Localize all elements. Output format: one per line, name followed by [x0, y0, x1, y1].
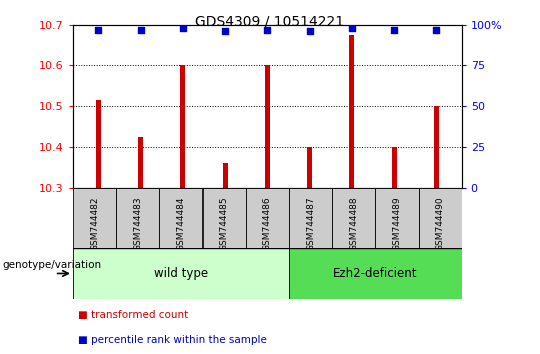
Bar — [307, 147, 312, 188]
Point — [263, 27, 272, 33]
Bar — [375, 188, 418, 248]
Bar — [159, 188, 202, 248]
Text: GSM744486: GSM744486 — [263, 197, 272, 251]
Bar — [202, 188, 246, 248]
Bar — [96, 100, 101, 188]
Point — [348, 25, 356, 31]
Point — [390, 27, 399, 33]
Bar — [434, 106, 439, 188]
Text: Ezh2-deficient: Ezh2-deficient — [333, 267, 417, 280]
Text: GDS4309 / 10514221: GDS4309 / 10514221 — [195, 14, 345, 28]
Text: GSM744488: GSM744488 — [349, 197, 358, 251]
Bar — [116, 188, 159, 248]
Point — [94, 27, 103, 33]
Text: GSM744487: GSM744487 — [306, 197, 315, 251]
Bar — [180, 65, 185, 188]
Text: GSM744484: GSM744484 — [177, 197, 185, 251]
Bar — [222, 163, 227, 188]
Bar — [138, 137, 143, 188]
Bar — [392, 147, 396, 188]
Bar — [73, 188, 116, 248]
Text: GSM744482: GSM744482 — [90, 197, 99, 251]
Text: GSM744490: GSM744490 — [436, 197, 444, 251]
Point — [221, 28, 230, 34]
Bar — [332, 188, 375, 248]
Bar — [265, 65, 270, 188]
Bar — [289, 248, 462, 299]
Bar — [246, 188, 289, 248]
Point — [178, 25, 187, 31]
Text: GSM744489: GSM744489 — [393, 197, 401, 251]
Text: genotype/variation: genotype/variation — [3, 259, 102, 270]
Text: ■ transformed count: ■ transformed count — [78, 310, 188, 320]
Point — [305, 28, 314, 34]
Text: wild type: wild type — [154, 267, 208, 280]
Point — [136, 27, 145, 33]
Bar — [349, 35, 354, 188]
Text: GSM744485: GSM744485 — [220, 197, 228, 251]
Text: ■ percentile rank within the sample: ■ percentile rank within the sample — [78, 335, 267, 345]
Bar — [289, 188, 332, 248]
Text: GSM744483: GSM744483 — [133, 197, 142, 251]
Bar — [73, 248, 289, 299]
Bar — [418, 188, 462, 248]
Point — [432, 27, 441, 33]
